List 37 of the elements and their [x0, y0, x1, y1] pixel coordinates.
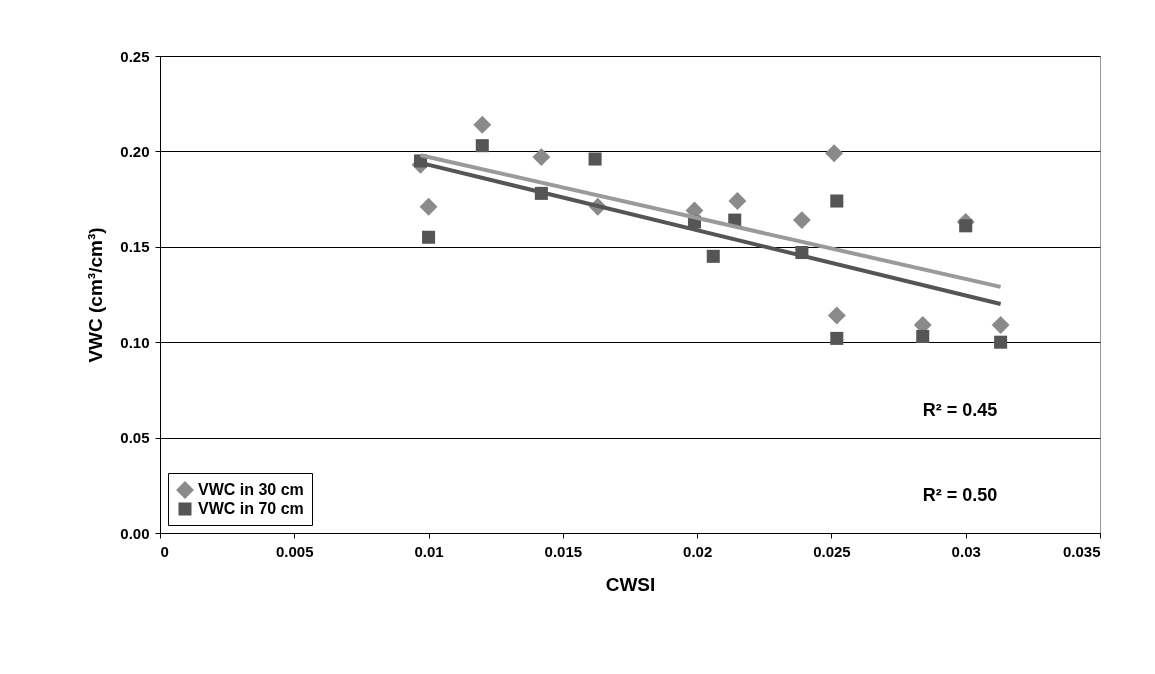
- point: [588, 152, 602, 166]
- x-axis-title: CWSI: [605, 573, 656, 595]
- annotation: R² = 0.45: [922, 400, 998, 420]
- point: [991, 316, 1010, 334]
- point: [706, 249, 720, 263]
- point: [830, 194, 844, 208]
- legend-label: VWC in 70 cm: [198, 500, 304, 517]
- point: [994, 335, 1008, 349]
- x-tick-label: 0.025: [813, 542, 851, 560]
- x-tick-label: 0: [160, 542, 169, 560]
- y-tick-label: 0.20: [120, 142, 150, 160]
- y-tick-label: 0.25: [120, 47, 150, 65]
- point: [728, 192, 747, 210]
- x-tick-label: 0.005: [276, 542, 314, 560]
- point: [830, 331, 844, 345]
- point: [959, 219, 973, 233]
- point: [827, 306, 846, 325]
- x-tick-label: 0.02: [683, 542, 713, 560]
- point: [422, 230, 436, 244]
- annotation: R² = 0.50: [922, 485, 998, 505]
- legend-label: VWC in 30 cm: [198, 481, 304, 498]
- point: [825, 144, 844, 163]
- y-tick-label: 0.05: [120, 429, 150, 447]
- y-tick-label: 0.10: [120, 333, 150, 351]
- x-tick-label: 0.035: [1062, 542, 1101, 560]
- y-tick-label: 0.00: [120, 524, 150, 542]
- point: [532, 148, 551, 167]
- point: [419, 197, 438, 216]
- point: [473, 115, 492, 134]
- point: [792, 211, 811, 230]
- y-axis-title: VWC (cm³/cm³): [85, 227, 107, 363]
- x-tick-label: 0.01: [414, 542, 444, 560]
- x-tick-label: 0.03: [951, 542, 981, 560]
- x-tick-label: 0.015: [544, 542, 583, 560]
- point: [475, 139, 489, 153]
- y-tick-label: 0.15: [120, 238, 150, 256]
- point: [916, 329, 930, 343]
